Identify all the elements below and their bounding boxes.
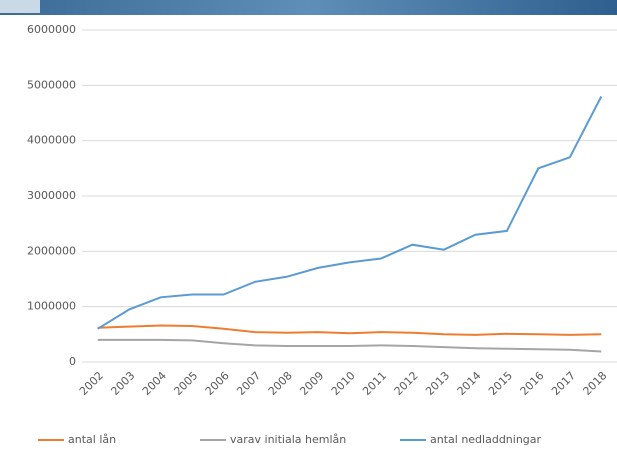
series-line [98, 326, 602, 335]
x-tick-label: 2009 [297, 369, 326, 398]
x-tick-label: 2002 [77, 369, 106, 398]
x-tick-label: 2010 [329, 369, 358, 398]
y-tick-label: 1000000 [27, 300, 76, 313]
x-tick-label: 2014 [455, 369, 484, 398]
y-tick-label: 5000000 [27, 78, 76, 91]
banner [0, 0, 617, 15]
x-tick-label: 2012 [392, 369, 421, 398]
x-tick-label: 2005 [171, 369, 200, 398]
series-line [98, 96, 602, 328]
chart: 0 1000000 2000000 3000000 4000000 5000000 6000… [0, 0, 617, 467]
x-tick-label: 2004 [140, 369, 169, 398]
x-tick-label: 2007 [234, 369, 263, 398]
y-tick-label: 4000000 [27, 134, 76, 147]
legend-label: antal lån [68, 433, 116, 446]
x-tick-label: 2003 [108, 369, 137, 398]
x-tick-label: 2011 [360, 369, 389, 398]
y-tick-label: 0 [69, 355, 76, 368]
x-tick-label: 2013 [423, 369, 452, 398]
y-tick-label: 6000000 [27, 23, 76, 36]
legend-label: varav initiala hemlån [230, 433, 346, 446]
x-tick-label: 2016 [518, 369, 547, 398]
series-line [98, 340, 602, 352]
x-tick-label: 2008 [266, 369, 295, 398]
banner-box [0, 0, 40, 13]
x-tick-label: 2015 [486, 369, 515, 398]
x-tick-label: 2018 [581, 369, 610, 398]
y-tick-label: 3000000 [27, 189, 76, 202]
x-tick-label: 2017 [549, 369, 578, 398]
legend-label: antal nedladdningar [430, 433, 542, 446]
x-tick-label: 2006 [203, 369, 232, 398]
y-tick-label: 2000000 [27, 244, 76, 257]
